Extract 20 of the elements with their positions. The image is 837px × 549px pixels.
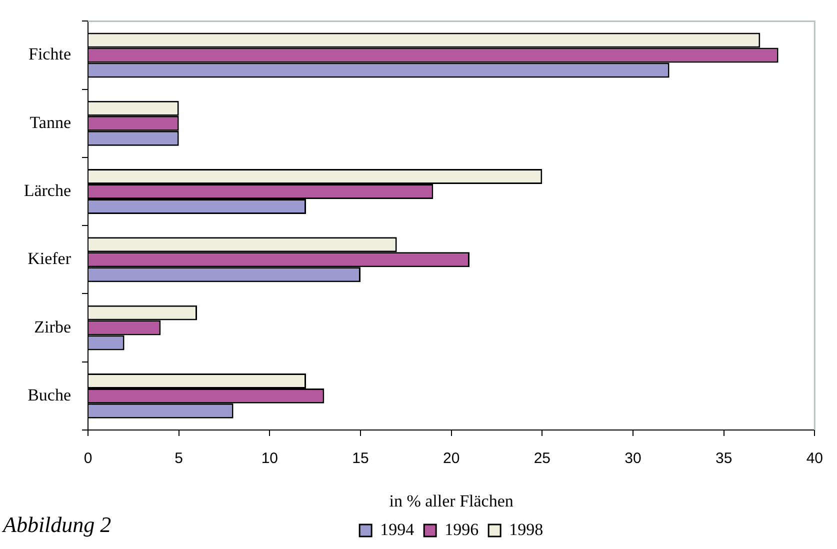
x-tick-label: 40 — [806, 450, 823, 468]
x-tick-label: 35 — [715, 450, 732, 468]
x-tick-label: 0 — [84, 450, 92, 468]
x-tick-label: 10 — [261, 450, 278, 468]
y-tick-label: Fichte — [28, 44, 71, 64]
legend-label: 1994 — [380, 520, 415, 539]
y-tick-label: Tanne — [30, 112, 71, 132]
x-axis-title: in % aller Flächen — [389, 491, 514, 510]
legend-label: 1996 — [444, 520, 479, 539]
y-tick-label: Lärche — [24, 181, 71, 200]
x-tick-label: 20 — [442, 450, 460, 468]
x-tick-label: 30 — [624, 450, 642, 468]
y-tick-label: Buche — [28, 385, 71, 404]
x-tick-label: 25 — [534, 450, 551, 468]
y-tick-label: Kiefer — [28, 249, 72, 268]
text: Abbildung 2 — [3, 512, 112, 538]
y-tick-label: Zirbe — [34, 317, 71, 336]
x-tick-label: 15 — [352, 450, 369, 468]
legend-label: 1998 — [509, 520, 544, 539]
x-tick-label: 5 — [174, 450, 184, 468]
